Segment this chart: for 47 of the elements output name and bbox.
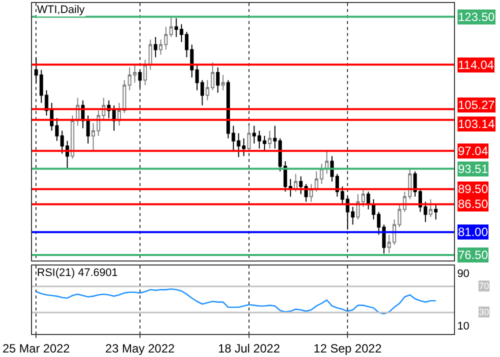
ref-line-label: 123.50 — [458, 10, 496, 24]
candlestick — [154, 36, 158, 58]
candlestick — [309, 184, 314, 202]
ref-line-label: 86.50 — [458, 197, 488, 211]
candlestick — [221, 74, 225, 91]
ref-line-label: 103.14 — [458, 117, 496, 131]
candlestick — [299, 176, 303, 195]
candlestick — [247, 125, 251, 152]
candlestick — [320, 163, 324, 185]
candlestick — [361, 188, 365, 208]
candlestick — [366, 191, 370, 210]
ref-line-label: 89.50 — [458, 182, 488, 196]
candlestick — [148, 39, 152, 70]
candlestick — [273, 125, 277, 150]
x-tick-label: 12 Sep 2022 — [314, 341, 382, 356]
candlestick — [206, 80, 210, 101]
ref-line-label: 105.27 — [458, 98, 496, 112]
chart-title: WTI,Daily — [37, 4, 86, 16]
ref-line-label: 76.50 — [458, 248, 488, 262]
x-tick-label: 25 Mar 2022 — [2, 341, 70, 356]
y-tick-label: 10 — [457, 320, 470, 332]
candlestick — [428, 198, 432, 218]
candlestick — [325, 150, 329, 174]
ref-line-label: 93.51 — [458, 162, 488, 176]
candlestick — [268, 130, 272, 150]
ref-line-label: 81.00 — [458, 225, 488, 239]
candlestick — [216, 66, 220, 94]
line-series — [36, 288, 436, 314]
candlestick — [169, 16, 173, 38]
ref-line-label: 70 — [479, 281, 490, 291]
candlestick — [210, 62, 214, 91]
candlestick — [314, 170, 318, 192]
candlestick — [434, 204, 438, 220]
candlestick — [143, 59, 147, 86]
y-tick-label: 90 — [457, 268, 470, 280]
candlestick — [262, 135, 266, 152]
ref-line-label: 97.04 — [458, 144, 488, 158]
candlestick — [138, 69, 142, 88]
candlestick — [86, 115, 90, 144]
ref-line-label: 114.04 — [458, 58, 494, 72]
chart-title: RSI(21) 47.6901 — [37, 267, 118, 279]
x-tick-label: 18 Jul 2022 — [218, 341, 280, 356]
candlestick — [294, 173, 298, 192]
x-tick-label: 23 May 2022 — [105, 341, 175, 356]
candlestick — [70, 115, 74, 160]
candlestick — [356, 194, 360, 220]
ref-line-label: 30 — [479, 307, 490, 317]
